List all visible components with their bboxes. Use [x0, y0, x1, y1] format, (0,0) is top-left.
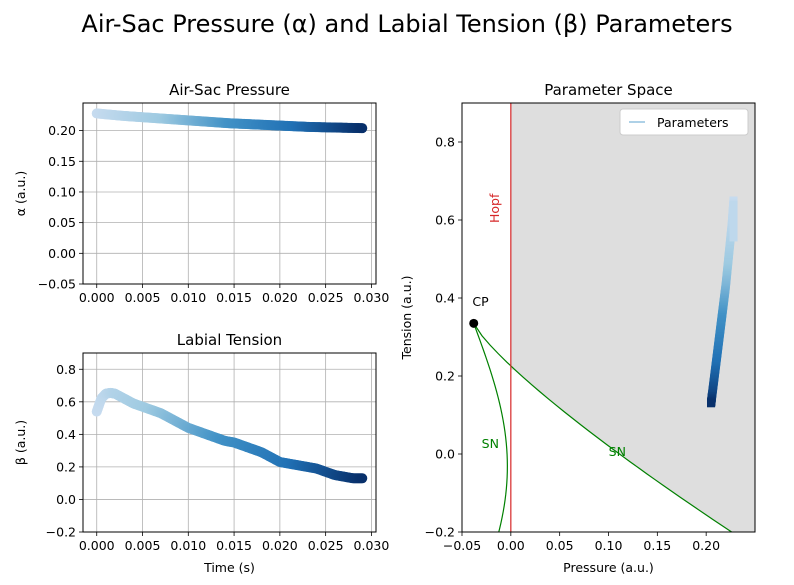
- x-tick-label: 0.030: [354, 538, 390, 553]
- x-tick-label: 0.010: [170, 290, 206, 305]
- hopf-label: Hopf: [487, 193, 502, 223]
- sn-left-label: SN: [482, 436, 499, 451]
- y-tick-label: 0.4: [56, 427, 76, 442]
- panel-title: Air-Sac Pressure: [169, 81, 290, 99]
- y-tick-label: 0.8: [56, 362, 76, 377]
- sn-right-label: SN: [609, 444, 626, 459]
- x-tick-label: 0.025: [308, 538, 344, 553]
- panel-title: Parameter Space: [544, 81, 673, 99]
- x-tick-label: 0.030: [354, 290, 390, 305]
- x-tick-label: 0.010: [170, 538, 206, 553]
- data-point: [357, 123, 368, 134]
- x-tick-label: 0.20: [692, 538, 720, 553]
- y-axis-label: Tension (a.u.): [399, 276, 414, 361]
- x-tick-label: 0.005: [125, 538, 161, 553]
- panel-1: 0.000 0.005 0.010 0.015 0.020 0.025 0.030 −0.05…: [13, 81, 389, 305]
- data-point: [707, 399, 716, 408]
- sn-curve-right: [473, 323, 733, 532]
- panel-2: 0.000 0.005 0.010 0.015 0.020 0.025 0.030 −0.2 0…: [13, 331, 389, 575]
- x-tick-label: 0.015: [216, 290, 252, 305]
- y-tick-label: 0.20: [48, 123, 76, 138]
- x-tick-label: 0.020: [262, 290, 298, 305]
- axes-frame: [82, 352, 377, 533]
- x-tick-label: 0.10: [595, 538, 623, 553]
- x-tick-label: 0.000: [79, 538, 115, 553]
- x-tick-label: 0.05: [546, 538, 574, 553]
- x-tick-label: 0.025: [308, 290, 344, 305]
- y-tick-label: 0.6: [56, 394, 76, 409]
- axes-frame: [82, 102, 377, 285]
- x-axis-label: Pressure (a.u.): [563, 560, 654, 575]
- x-tick-label: 0.020: [262, 538, 298, 553]
- y-tick-label: 0.10: [48, 184, 76, 199]
- y-tick-label: 0.4: [435, 291, 455, 306]
- figure-title: Air-Sac Pressure (α) and Labial Tension …: [81, 10, 732, 38]
- cp-label: CP: [472, 294, 489, 309]
- sn-curve-left: [473, 323, 508, 532]
- cusp-point-marker: [469, 318, 479, 328]
- axes-frame: [461, 102, 756, 533]
- y-tick-label: 0.8: [435, 135, 455, 150]
- data-point: [729, 200, 738, 242]
- y-tick-label: 0.00: [48, 246, 76, 261]
- y-tick-label: 0.2: [56, 459, 76, 474]
- plot-area: [469, 103, 755, 532]
- legend-box: [619, 108, 749, 136]
- x-tick-label: 0.15: [643, 538, 671, 553]
- y-tick-label: 0.15: [48, 154, 76, 169]
- x-tick-label: 0.005: [125, 290, 161, 305]
- y-tick-label: −0.2: [46, 525, 76, 540]
- x-tick-label: 0.015: [216, 538, 252, 553]
- data-point: [357, 473, 368, 484]
- y-axis-label: α (a.u.): [13, 171, 28, 217]
- y-tick-label: −0.2: [425, 525, 455, 540]
- x-tick-label: −0.05: [443, 538, 481, 553]
- y-tick-label: 0.05: [48, 215, 76, 230]
- stable-region: [510, 103, 755, 532]
- legend: Parameters: [619, 108, 749, 136]
- y-tick-label: 0.6: [435, 213, 455, 228]
- panel-3: Hopf CP SN SN −0.05 0.00 0.05 0.10 0.15 0.20 −0.2 0…: [399, 81, 756, 575]
- data-series: [91, 108, 368, 134]
- y-tick-label: 0.2: [435, 369, 455, 384]
- legend-label: Parameters: [657, 115, 729, 130]
- y-tick-label: 0.0: [435, 447, 455, 462]
- panel-title: Labial Tension: [177, 331, 282, 349]
- y-tick-label: −0.05: [38, 277, 76, 292]
- data-series: [91, 387, 368, 484]
- x-axis-label: Time (s): [203, 560, 255, 575]
- y-axis-label: β (a.u.): [13, 420, 28, 465]
- y-tick-label: 0.0: [56, 492, 76, 507]
- x-tick-label: 0.00: [497, 538, 525, 553]
- x-tick-label: 0.000: [79, 290, 115, 305]
